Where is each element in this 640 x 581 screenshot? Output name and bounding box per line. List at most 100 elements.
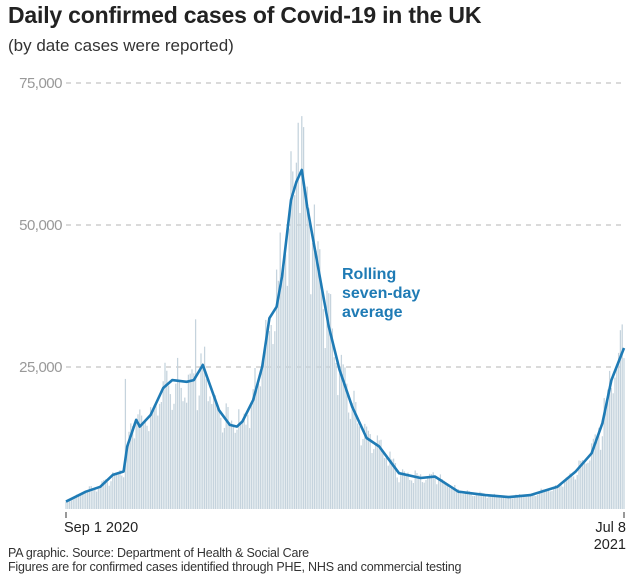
daily-bar [443,480,445,509]
daily-bar [441,479,443,509]
daily-bar [187,374,190,509]
daily-bar [509,496,512,509]
daily-bar [344,367,346,509]
daily-bar [173,403,175,509]
daily-bar [155,403,157,509]
daily-bar [349,418,352,509]
daily-bar [482,493,485,509]
daily-bar [212,397,215,509]
daily-bar [538,492,541,509]
daily-bar [81,494,83,509]
daily-bar [432,472,434,509]
daily-bar [131,426,134,509]
daily-bar [450,488,452,509]
daily-bar [256,385,258,509]
daily-bar [589,460,591,509]
daily-bar [367,430,370,509]
daily-bar [265,319,267,509]
daily-bar [502,496,505,509]
daily-bar [74,496,76,509]
daily-bar [297,122,299,509]
chart-title: Daily confirmed cases of Covid-19 in the… [8,2,482,28]
daily-bar [112,472,114,509]
daily-bar [542,489,544,509]
daily-bar [144,420,146,509]
daily-bar [524,496,526,509]
daily-bar [175,383,177,509]
daily-bar [560,485,562,509]
daily-bar [167,385,170,509]
daily-bar [76,494,78,509]
daily-bar [403,471,406,509]
daily-bar [310,294,312,509]
daily-bar [391,459,393,509]
y-tick-label: 50,000 [19,217,62,234]
daily-bar [266,329,269,509]
daily-bar [304,194,307,509]
daily-bar [268,330,271,509]
daily-bar [139,409,141,509]
daily-bar [455,490,458,509]
daily-bar [567,476,569,509]
daily-bar [315,250,317,510]
annotation-line-3: average [342,304,403,321]
daily-bar [207,401,209,509]
daily-bar [427,477,429,509]
daily-bar [247,414,249,509]
daily-bar [434,477,436,509]
daily-bar [428,473,431,509]
daily-bar [106,482,109,509]
daily-bar [466,490,469,509]
daily-bar [452,487,454,509]
daily-bar [166,370,168,509]
daily-bar [421,482,424,509]
y-tick-label: 75,000 [19,75,62,92]
daily-bar [182,401,184,509]
daily-bar [439,474,442,509]
daily-bar [587,462,589,509]
daily-bar [490,495,492,509]
daily-bar [346,383,348,509]
daily-bar [392,458,395,509]
daily-bar [515,494,517,509]
daily-bar [137,414,139,509]
daily-bar [121,475,123,509]
daily-bar [351,402,353,509]
daily-bar [317,241,319,509]
daily-bar [583,462,586,509]
daily-bar [200,353,202,509]
daily-bar [409,479,411,509]
daily-bar [565,477,568,509]
daily-bar [243,413,245,509]
daily-bar [340,354,343,509]
daily-bar [598,427,600,509]
daily-bar [151,410,154,509]
daily-bar [461,494,463,509]
daily-bar [549,491,551,509]
daily-bar [614,377,616,509]
daily-bar [468,491,470,509]
daily-bar [193,373,195,509]
daily-bar [605,404,607,509]
daily-bar [184,397,186,509]
daily-bar [67,499,69,509]
daily-bar [281,278,283,509]
daily-bar [299,213,301,509]
daily-bar [241,420,244,509]
daily-bar [209,396,211,509]
daily-bar [274,331,276,509]
daily-bar [389,451,391,509]
daily-bar [293,195,296,510]
daily-bar [578,460,580,509]
daily-bar [517,495,519,509]
daily-bar [335,363,337,509]
daily-bar [607,389,609,509]
daily-bar [394,462,397,509]
daily-bar [290,151,292,510]
x-label-end-year: 2021 [594,537,626,553]
daily-bar [612,393,614,509]
daily-bar [497,496,499,509]
daily-bar [248,428,251,509]
daily-bar [554,485,557,509]
daily-bar [358,426,361,509]
